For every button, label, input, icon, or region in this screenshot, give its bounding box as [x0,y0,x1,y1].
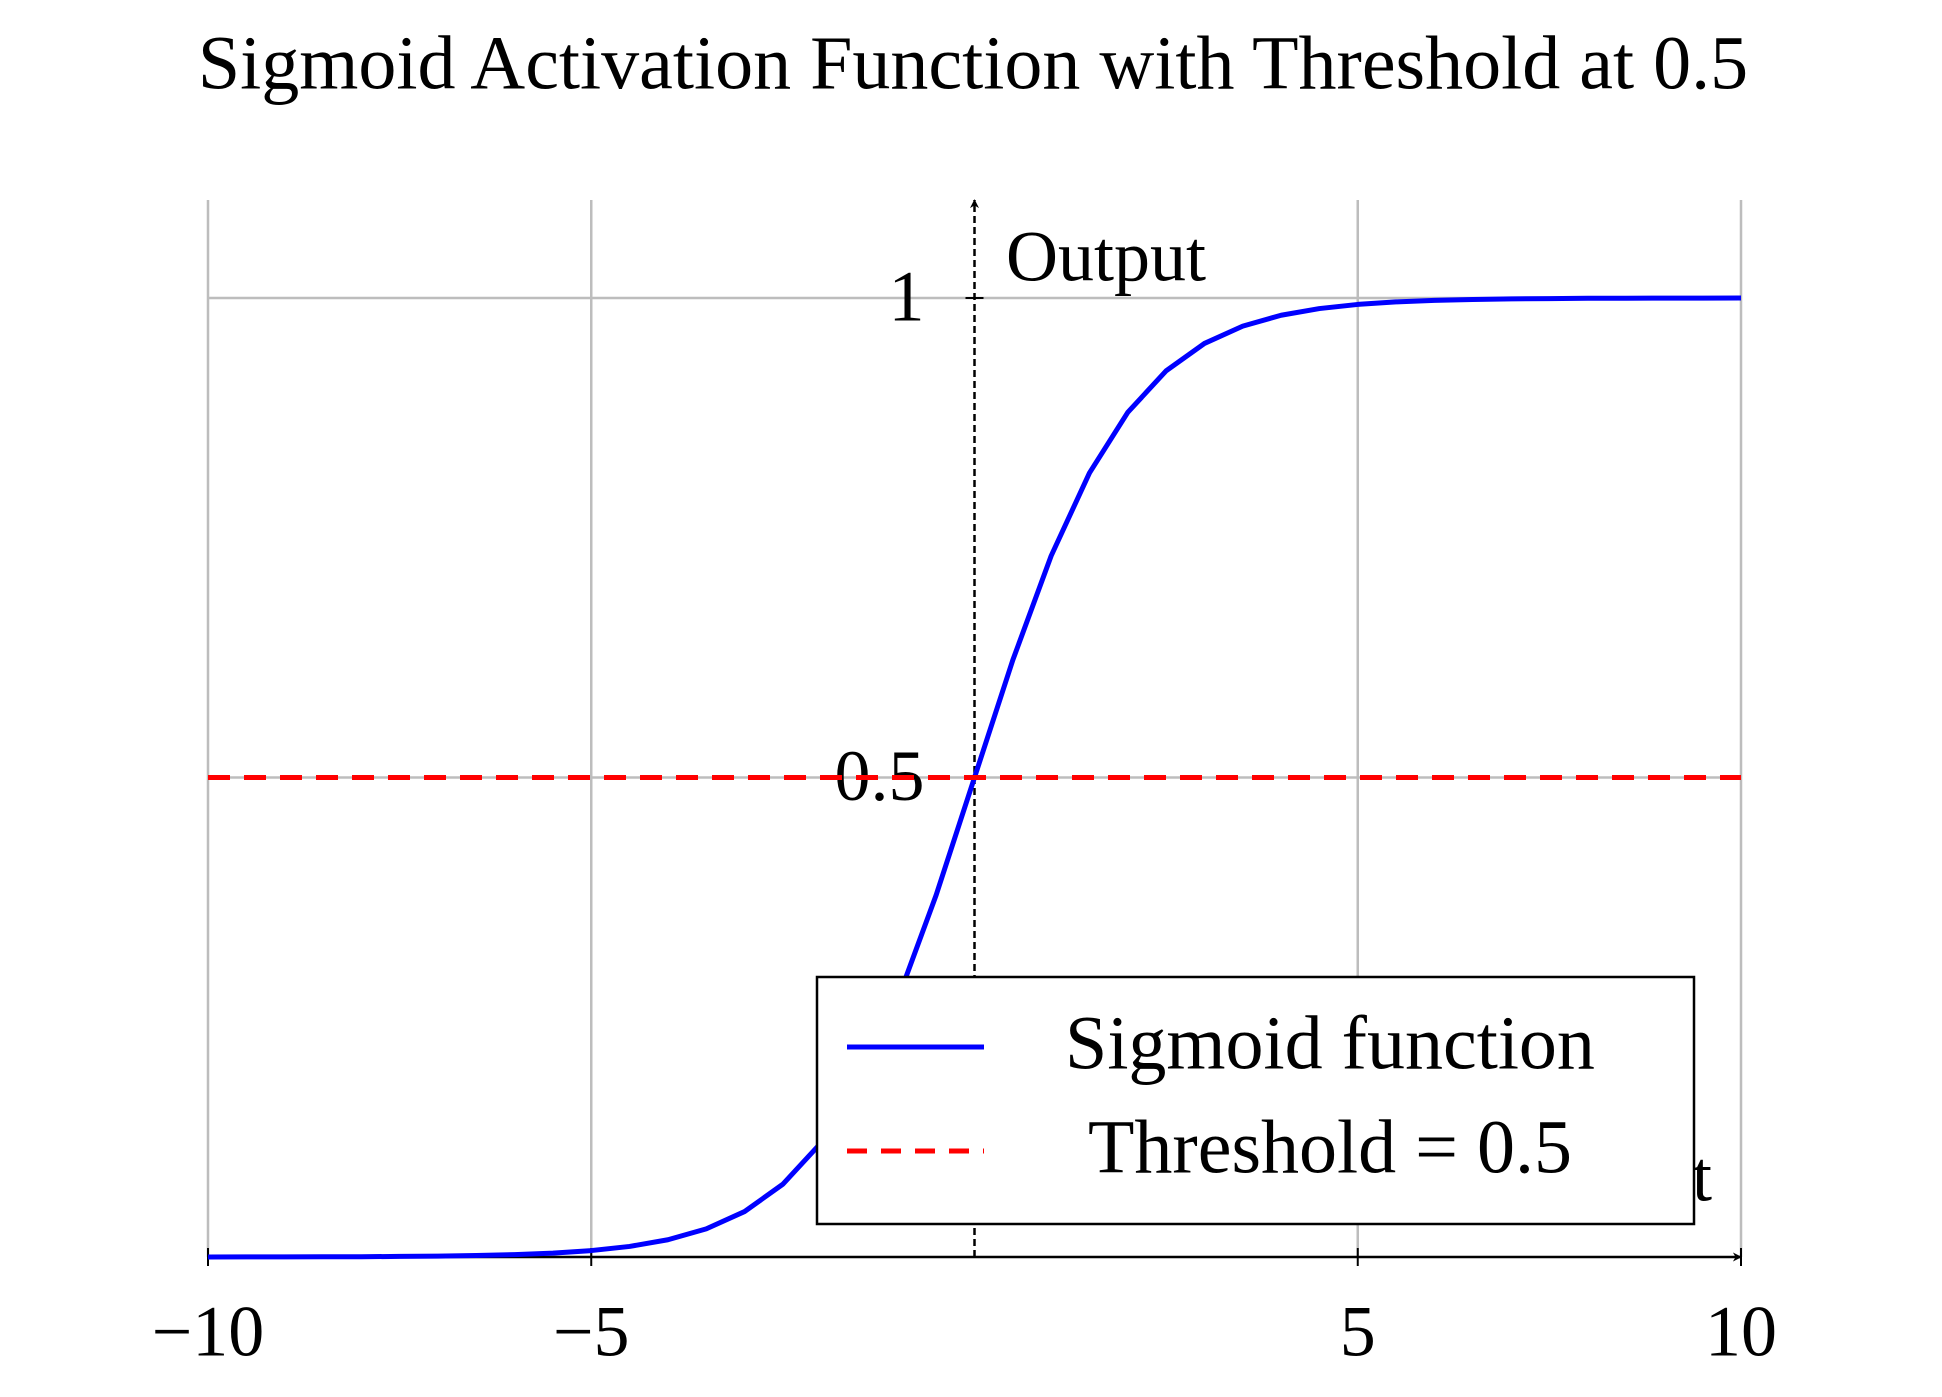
y-axis-label: Output [1006,217,1206,297]
chart-title: Sigmoid Activation Function with Thresho… [198,21,1748,105]
x-tick-label: −5 [553,1292,630,1372]
legend-label: Sigmoid function [1065,1001,1595,1085]
legend-label: Threshold = 0.5 [1088,1105,1572,1189]
legend-box [815,975,1696,1226]
x-tick-label: −10 [152,1292,265,1372]
y-tick-label: 1 [889,257,925,337]
x-tick-label: 5 [1340,1292,1376,1372]
x-tick-label: 10 [1705,1292,1777,1372]
legend: Sigmoid function Threshold = 0.5 [815,975,1696,1226]
